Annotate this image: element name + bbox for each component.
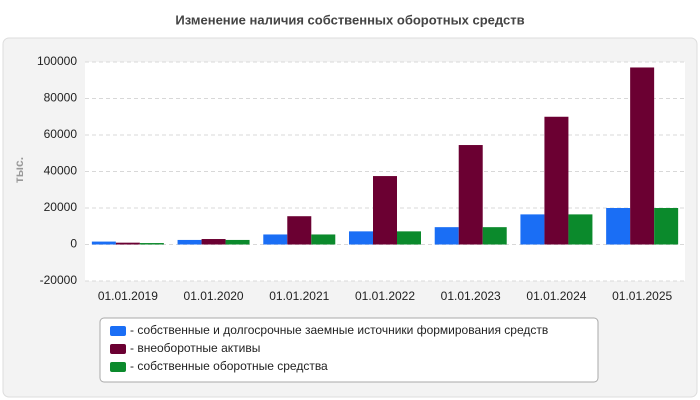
bar	[482, 227, 507, 245]
bar	[177, 239, 202, 245]
y-tick-label: 80000	[44, 91, 78, 105]
bar	[606, 208, 631, 245]
x-tick-label: 01.01.2022	[355, 289, 415, 303]
x-tick-label: 01.01.2020	[184, 289, 244, 303]
y-tick-label: 40000	[44, 164, 78, 178]
bar	[520, 214, 545, 245]
bar	[397, 231, 421, 245]
legend-swatch	[110, 362, 126, 372]
y-tick-label: 60000	[44, 127, 78, 141]
bar	[225, 239, 250, 245]
bar	[654, 208, 679, 245]
legend-swatch	[110, 326, 126, 336]
bar	[91, 241, 116, 245]
x-tick-label: 01.01.2023	[441, 289, 501, 303]
bar	[115, 242, 140, 245]
bar	[568, 214, 593, 245]
legend	[99, 317, 599, 383]
bar	[349, 231, 373, 245]
bar	[263, 234, 288, 245]
legend-label: - внеоборотные активы	[130, 341, 260, 355]
y-tick-label: 20000	[44, 200, 78, 214]
bar	[434, 227, 459, 245]
legend-label: - собственные и долгосрочные заемные ист…	[130, 323, 548, 337]
legend-label: - собственные оборотные средства	[130, 359, 328, 373]
bar	[287, 216, 312, 245]
y-tick-label: 0	[70, 237, 77, 251]
bar	[544, 116, 569, 245]
y-axis-label: тыс.	[12, 157, 26, 183]
x-tick-label: 01.01.2024	[526, 289, 586, 303]
bar	[630, 67, 655, 245]
legend-swatch	[110, 344, 126, 354]
y-tick-label: -20000	[40, 273, 78, 287]
x-tick-label: 01.01.2019	[98, 289, 158, 303]
y-tick-label: 100000	[37, 54, 77, 68]
x-tick-label: 01.01.2021	[269, 289, 329, 303]
x-tick-label: 01.01.2025	[612, 289, 672, 303]
bar	[201, 239, 226, 245]
chart-title: Изменение наличия собственных оборотных …	[175, 12, 524, 27]
bar	[139, 243, 164, 245]
bar	[311, 234, 336, 245]
bar	[458, 145, 483, 245]
plot-area	[85, 62, 685, 281]
bar	[373, 176, 397, 245]
